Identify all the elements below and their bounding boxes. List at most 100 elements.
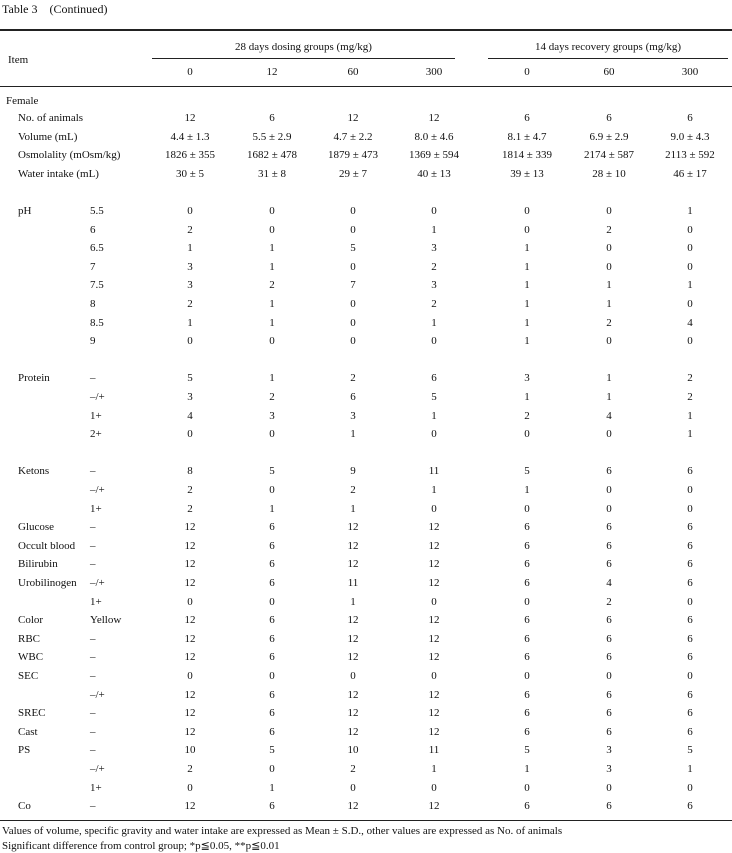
cell-value: 9	[350, 465, 356, 478]
cell-value: 1	[524, 763, 530, 775]
cell-value: 12	[347, 632, 359, 645]
cell-value: 4	[187, 409, 193, 422]
cell-value: 12	[428, 539, 440, 552]
cell-value: 30 ± 5	[175, 167, 205, 180]
row-subitem: –	[90, 539, 96, 552]
row-subitem: 5.5	[90, 205, 104, 217]
row-subitem: 2+	[90, 428, 102, 441]
cell-value: 1	[606, 298, 612, 310]
cell-value: 12	[428, 800, 440, 813]
cell-value: 6	[687, 651, 693, 664]
cell-value: 2	[269, 279, 275, 292]
cell-value: 6	[431, 372, 437, 385]
footnote: Significant difference from control grou…	[2, 840, 280, 852]
cell-value: 0	[687, 502, 693, 515]
cell-value: 0	[687, 484, 693, 496]
cell-value: 0	[687, 298, 693, 310]
cell-value: 6	[687, 521, 693, 534]
cell-value: 2	[431, 260, 437, 273]
cell-value: 1	[606, 391, 612, 403]
group-header: 28 days dosing groups (mg/kg)	[235, 41, 372, 53]
row-subitem: –/+	[90, 391, 105, 403]
cell-value: 0	[524, 428, 530, 441]
cell-value: 0	[687, 670, 693, 682]
row-subitem: –	[90, 465, 96, 478]
footnote: Values of volume, specific gravity and w…	[2, 825, 563, 837]
cell-value: 6	[606, 725, 612, 738]
cell-value: 1	[431, 223, 437, 236]
cell-value: 1	[687, 763, 693, 775]
bottom-rule	[0, 820, 732, 821]
cell-value: 12	[428, 558, 440, 571]
cell-value: 0	[350, 260, 356, 273]
cell-value: 0	[269, 428, 275, 441]
cell-value: 11	[347, 577, 359, 589]
cell-value: 6	[606, 632, 612, 645]
dose-header: 12	[266, 66, 278, 78]
cell-value: 6	[269, 688, 275, 701]
cell-value: 12	[347, 558, 359, 571]
cell-value: 6	[606, 465, 612, 478]
cell-value: 0	[606, 260, 612, 273]
cell-value: 1	[606, 279, 612, 292]
cell-value: 12	[184, 577, 196, 589]
cell-value: 1	[431, 484, 437, 496]
cell-value: 12	[184, 725, 196, 738]
cell-value: 0	[350, 781, 356, 794]
cell-value: 8.1 ± 4.7	[507, 130, 547, 143]
cell-value: 0	[524, 223, 530, 236]
cell-value: 6	[524, 725, 530, 738]
cell-value: 4	[606, 577, 612, 589]
cell-value: 12	[347, 651, 359, 664]
dose-header: 300	[425, 66, 443, 78]
cell-value: 6	[269, 614, 275, 627]
cell-value: 4.7 ± 2.2	[333, 130, 373, 143]
cell-value: 0	[187, 670, 193, 682]
cell-value: 2	[187, 298, 193, 310]
cell-value: 1	[431, 763, 437, 775]
cell-value: 2	[269, 391, 275, 403]
cell-value: 6	[687, 539, 693, 552]
cell-value: 6	[606, 539, 612, 552]
cell-value: 6	[269, 539, 275, 552]
row-subitem: 6	[90, 223, 96, 236]
cell-value: 3	[606, 763, 612, 775]
cell-value: 0	[431, 502, 437, 515]
cell-value: 0	[524, 205, 530, 217]
cell-value: 3	[187, 391, 193, 403]
row-subitem: –	[90, 800, 96, 813]
cell-value: 2113 ± 592	[665, 149, 715, 162]
cell-value: 12	[428, 651, 440, 664]
cell-value: 12	[184, 800, 196, 813]
row-item: Co	[18, 800, 31, 813]
cell-value: 1	[187, 242, 193, 255]
cell-value: 10	[347, 744, 359, 757]
row-subitem: Yellow	[90, 614, 122, 627]
cell-value: 6	[524, 539, 530, 552]
cell-value: 6	[269, 651, 275, 664]
cell-value: 6	[524, 800, 530, 813]
cell-value: 2	[187, 502, 193, 515]
cell-value: 6	[269, 558, 275, 571]
row-item: Cast	[18, 725, 38, 738]
cell-value: 1814 ± 339	[501, 149, 553, 162]
cell-value: 0	[606, 484, 612, 496]
cell-value: 46 ± 17	[673, 167, 707, 180]
row-item: SREC	[18, 707, 46, 720]
cell-value: 1	[350, 595, 356, 608]
row-subitem: 8	[90, 298, 96, 310]
cell-value: 12	[347, 112, 359, 124]
row-item: pH	[18, 205, 32, 217]
row-subitem: –/+	[90, 688, 105, 701]
cell-value: 12	[184, 112, 196, 124]
cell-value: 2	[187, 484, 193, 496]
cell-value: 5	[431, 391, 437, 403]
row-item: Urobilinogen	[18, 577, 77, 589]
row-item: Ketons	[18, 465, 50, 478]
cell-value: 0	[350, 316, 356, 329]
cell-value: 0	[269, 595, 275, 608]
row-subitem: –/+	[90, 763, 105, 775]
cell-value: 3	[187, 260, 193, 273]
cell-value: 6	[524, 688, 530, 701]
cell-value: 12	[184, 632, 196, 645]
